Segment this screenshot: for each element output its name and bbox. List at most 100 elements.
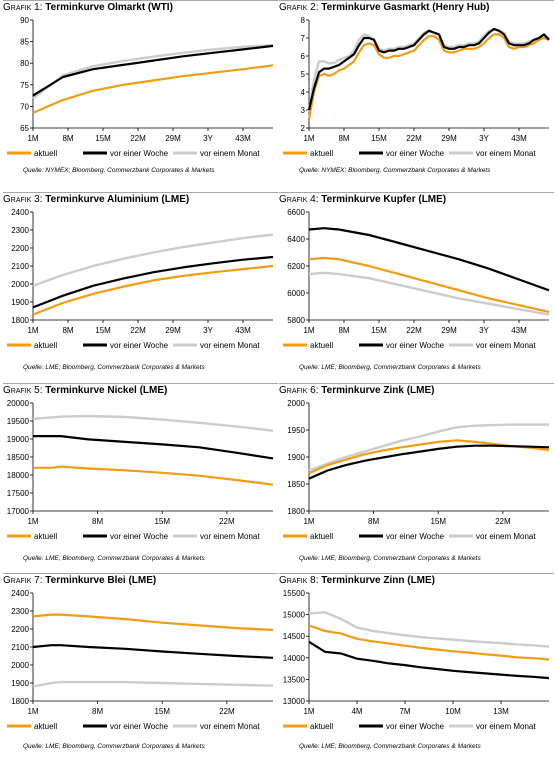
- chart-title: Grafik 3: Terminkurve Aluminium (LME): [3, 194, 189, 205]
- chart-title: Grafik 6: Terminkurve Zink (LME): [279, 385, 434, 396]
- series-line-vor-einer-woche: [308, 640, 550, 680]
- chart-panel-4: Grafik 4: Terminkurve Kupfer (LME) 5800 6…: [279, 192, 554, 380]
- legend-label: vor einem Monat: [200, 341, 260, 350]
- chart-title-text: Terminkurve Zinn (LME): [321, 575, 436, 586]
- panel-divider: [3, 383, 278, 384]
- y-tick-label: 85: [20, 38, 29, 47]
- chart-panel-8: Grafik 8: Terminkurve Zinn (LME) 13000 13…: [279, 573, 554, 761]
- x-tick-label: 8M: [338, 134, 349, 143]
- y-tick-label: 1800: [11, 697, 29, 706]
- legend-label: vor einem Monat: [200, 149, 260, 158]
- x-tick-label: 15M: [371, 326, 387, 335]
- series-line-aktuell: [308, 256, 550, 313]
- x-tick-label: 10M: [445, 707, 461, 716]
- y-tick-label: 3: [301, 106, 306, 115]
- y-tick-label: 6200: [287, 262, 305, 271]
- x-tick-label: 8M: [92, 707, 103, 716]
- y-tick-label: 2300: [11, 226, 29, 235]
- x-tick-label: 1M: [27, 134, 38, 143]
- line-chart: 5800 6000 6200 6400 6600 1M 8M 15M 22M 29M 3Y 43M ak…: [283, 208, 550, 350]
- series-line-vor-einem-monat: [32, 43, 274, 100]
- chart-title-text: Terminkurve Kupfer (LME): [321, 194, 447, 205]
- chart-title-text: Terminkurve Aluminium (LME): [45, 194, 190, 205]
- y-tick-label: 2100: [11, 643, 29, 652]
- x-tick-label: 15M: [95, 134, 111, 143]
- x-tick-label: 43M: [235, 134, 251, 143]
- x-tick-label: 43M: [511, 134, 527, 143]
- chart-source: Quelle: LME; Bloomberg, Commerzbank Corp…: [23, 555, 205, 562]
- chart-label: Grafik 7:: [3, 575, 43, 586]
- legend-label: vor einer Woche: [386, 149, 445, 158]
- x-tick-label: 22M: [130, 134, 146, 143]
- legend-label: vor einer Woche: [386, 722, 445, 731]
- y-tick-label: 1850: [287, 480, 305, 489]
- x-tick-label: 22M: [219, 517, 235, 526]
- y-tick-label: 7: [301, 34, 306, 43]
- chart-title: Grafik 2: Terminkurve Gasmarkt (Henry Hu…: [279, 2, 490, 13]
- series-line-vor-einem-monat: [32, 233, 274, 287]
- x-tick-label: 22M: [406, 134, 422, 143]
- legend-label: aktuell: [310, 341, 333, 350]
- x-tick-label: 15M: [371, 134, 387, 143]
- y-tick-label: 14000: [283, 654, 306, 663]
- chart-title: Grafik 1: Terminkurve Olmarkt (WTI): [3, 2, 173, 13]
- chart-panel-1: Grafik 1: Terminkurve Olmarkt (WTI) 65 70…: [3, 0, 278, 188]
- series-line-aktuell: [32, 64, 274, 114]
- y-tick-label: 65: [20, 124, 29, 133]
- series-line-vor-einer-woche: [32, 255, 274, 309]
- y-tick-label: 17500: [7, 489, 30, 498]
- y-tick-label: 2200: [11, 625, 29, 634]
- panel-divider: [279, 573, 554, 574]
- legend-label: vor einem Monat: [476, 149, 536, 158]
- y-tick-label: 1900: [287, 453, 305, 462]
- legend-label: vor einem Monat: [476, 341, 536, 350]
- x-tick-label: 29M: [441, 326, 457, 335]
- x-tick-label: 8M: [92, 517, 103, 526]
- y-tick-label: 5: [301, 70, 306, 79]
- chart-title-text: Terminkurve Olmarkt (WTI): [45, 2, 173, 13]
- y-tick-label: 2000: [11, 280, 29, 289]
- chart-label: Grafik 2:: [279, 2, 319, 13]
- x-tick-label: 3Y: [479, 134, 489, 143]
- panel-divider: [3, 0, 278, 1]
- chart-label: Grafik 8:: [279, 575, 319, 586]
- chart-source: Quelle: LME; Bloomberg, Commerzbank Corp…: [23, 364, 205, 371]
- series-line-vor-einem-monat: [307, 27, 550, 112]
- line-chart: 1800 1850 1900 1950 2000 1M 8M 15M 22M aktuell vor…: [283, 399, 550, 541]
- y-tick-label: 15500: [283, 589, 306, 598]
- x-tick-label: 22M: [406, 326, 422, 335]
- y-tick-label: 1900: [11, 298, 29, 307]
- legend-label: vor einer Woche: [386, 341, 445, 350]
- y-tick-label: 8: [301, 16, 306, 25]
- x-tick-label: 1M: [27, 707, 38, 716]
- x-tick-label: 43M: [235, 326, 251, 335]
- x-tick-label: 1M: [27, 517, 38, 526]
- series-line-vor-einer-woche: [308, 227, 550, 292]
- y-tick-label: 19000: [7, 435, 30, 444]
- y-tick-label: 2: [301, 124, 306, 133]
- series-line-aktuell: [32, 264, 274, 316]
- legend-label: aktuell: [34, 722, 57, 731]
- chart-title: Grafik 8: Terminkurve Zinn (LME): [279, 575, 435, 586]
- series-line-vor-einer-woche: [308, 444, 550, 480]
- x-tick-label: 4M: [351, 707, 362, 716]
- line-chart: 13000 13500 14000 14500 15000 15500 1M 4M 7M 10M 1…: [283, 589, 550, 731]
- y-tick-label: 18000: [7, 471, 30, 480]
- y-tick-label: 20000: [7, 399, 30, 408]
- chart-title-text: Terminkurve Zink (LME): [321, 385, 435, 396]
- x-tick-label: 29M: [165, 134, 181, 143]
- chart-source: Quelle: LME; Bloomberg, Commerzbank Corp…: [23, 743, 205, 750]
- chart-source: Quelle: LME; Bloomberg, Commerzbank Corp…: [299, 555, 481, 562]
- y-tick-label: 2100: [11, 262, 29, 271]
- chart-panel-2: Grafik 2: Terminkurve Gasmarkt (Henry Hu…: [279, 0, 554, 188]
- x-tick-label: 3Y: [203, 134, 213, 143]
- legend-label: vor einer Woche: [110, 149, 169, 158]
- series-line-aktuell: [308, 624, 550, 661]
- x-tick-label: 3Y: [203, 326, 213, 335]
- x-tick-label: 1M: [27, 326, 38, 335]
- x-tick-label: 13M: [493, 707, 509, 716]
- y-tick-label: 18500: [7, 453, 30, 462]
- line-chart: 2 3 4 5 6 7 8 1M 8M 15M 22M 29M 3Y 43M aktuell vor eine…: [283, 16, 550, 158]
- panel-divider: [279, 0, 554, 1]
- y-tick-label: 14500: [283, 632, 306, 641]
